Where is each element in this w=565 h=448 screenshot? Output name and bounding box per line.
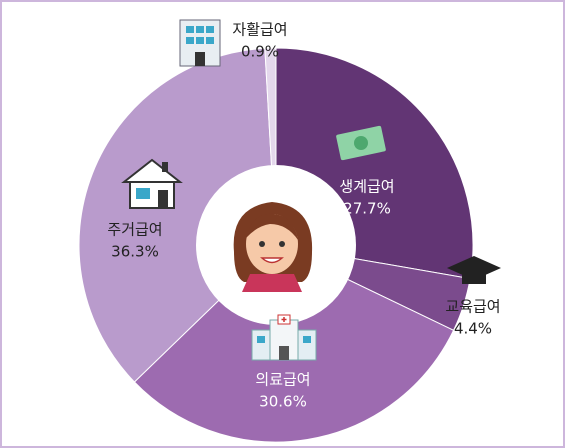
value-label: 30.6% [259, 393, 307, 411]
slice-label: 생계급여 [339, 178, 394, 196]
slice-label: 의료급여 [255, 371, 310, 389]
value-label: 4.4% [454, 320, 492, 338]
slice-label: 주거급여 [107, 221, 162, 239]
building-icon [180, 20, 220, 66]
value-label: 27.7% [343, 200, 391, 218]
value-label: 0.9% [241, 43, 279, 61]
frame: 생계급여 27.7% 교육급여 4.4% 의료급여 30.6% 주거급여 36.3% 자활급여 0… [0, 0, 565, 448]
chart: 생계급여 27.7% 교육급여 4.4% 의료급여 30.6% 주거급여 36.3% 자활급여 0… [2, 2, 563, 446]
face-icon [234, 202, 312, 292]
slice-label: 자활급여 [232, 21, 287, 39]
slice-label: 교육급여 [445, 298, 500, 316]
value-label: 36.3% [111, 243, 159, 261]
